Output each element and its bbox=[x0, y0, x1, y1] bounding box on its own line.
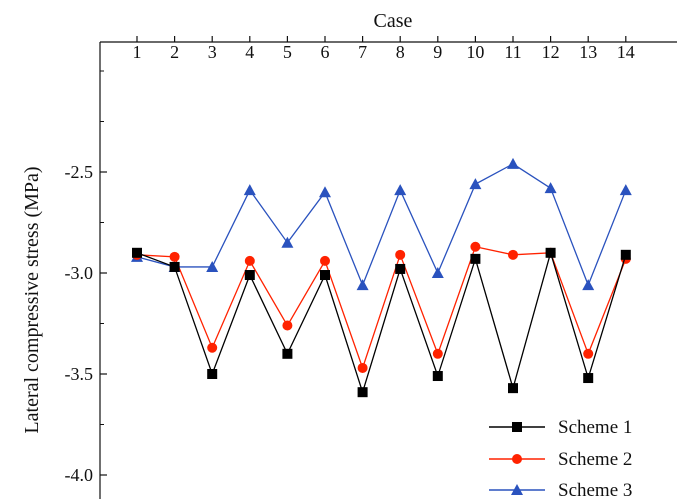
data-point bbox=[432, 348, 443, 359]
x-tick-label: 3 bbox=[208, 42, 217, 62]
x-tick-label: 11 bbox=[504, 42, 521, 62]
data-point bbox=[507, 157, 519, 169]
data-point bbox=[508, 383, 518, 394]
y-axis-title: Lateral compressive stress (MPa) bbox=[21, 166, 43, 433]
x-tick-label: 8 bbox=[396, 42, 405, 62]
y-tick-label: -4.0 bbox=[65, 465, 94, 485]
data-point bbox=[394, 184, 407, 196]
data-point bbox=[207, 342, 218, 353]
series-scheme-2 bbox=[132, 241, 631, 373]
data-point bbox=[544, 182, 557, 194]
y-tick-label: -2.5 bbox=[65, 162, 94, 182]
data-point bbox=[132, 247, 142, 258]
legend-label-scheme-2: Scheme 2 bbox=[558, 449, 632, 470]
series-line-scheme-3 bbox=[136, 163, 627, 287]
data-point bbox=[357, 362, 368, 373]
x-tick-label: 6 bbox=[321, 42, 330, 62]
data-point bbox=[357, 387, 368, 398]
data-point bbox=[243, 184, 256, 196]
data-point bbox=[281, 236, 294, 248]
y-axis-ticks: -4.0 -3.5 -3.0 -2.5 bbox=[65, 70, 107, 485]
legend-marker-scheme-2 bbox=[512, 454, 522, 464]
x-tick-label: 2 bbox=[170, 42, 179, 62]
data-point bbox=[320, 255, 330, 266]
series-scheme-1 bbox=[132, 247, 631, 398]
legend-entry-scheme-3: Scheme 3 bbox=[489, 480, 632, 499]
data-point bbox=[469, 178, 482, 190]
data-point bbox=[206, 260, 219, 272]
axes bbox=[99, 41, 677, 499]
series-line-scheme-2 bbox=[136, 245, 627, 370]
data-point bbox=[432, 371, 443, 382]
data-point bbox=[583, 373, 594, 384]
x-axis-title: Case bbox=[374, 10, 413, 32]
x-tick-label: 5 bbox=[283, 42, 292, 62]
data-point bbox=[431, 267, 444, 278]
data-point bbox=[169, 251, 180, 262]
data-point bbox=[619, 184, 632, 196]
data-point bbox=[282, 348, 293, 359]
x-tick-label: 9 bbox=[433, 42, 442, 62]
x-tick-label: 13 bbox=[579, 42, 597, 62]
x-axis-ticks: 1 2 3 4 5 6 7 8 9 10 11 12 13 14 bbox=[133, 36, 635, 62]
legend-marker-scheme-1 bbox=[512, 422, 522, 432]
data-point bbox=[620, 249, 631, 260]
data-point bbox=[470, 241, 481, 252]
data-point bbox=[582, 279, 595, 291]
data-point bbox=[282, 320, 293, 331]
x-tick-label: 14 bbox=[617, 42, 635, 62]
legend-marker-scheme-3 bbox=[511, 484, 523, 495]
legend: Scheme 1 Scheme 2 Scheme 3 bbox=[489, 417, 632, 499]
series-line-scheme-1 bbox=[136, 250, 627, 395]
data-point bbox=[356, 279, 369, 291]
x-tick-label: 1 bbox=[133, 42, 142, 62]
data-point bbox=[207, 369, 218, 379]
data-point bbox=[395, 263, 406, 274]
y-tick-label: -3.0 bbox=[65, 263, 94, 283]
data-point bbox=[244, 255, 255, 266]
series-layer bbox=[131, 157, 632, 398]
data-point bbox=[395, 249, 406, 260]
x-tick-label: 12 bbox=[542, 42, 560, 62]
data-point bbox=[545, 247, 556, 258]
legend-entry-scheme-1: Scheme 1 bbox=[489, 417, 632, 438]
x-tick-label: 4 bbox=[245, 42, 254, 62]
data-point bbox=[320, 270, 330, 281]
legend-label-scheme-3: Scheme 3 bbox=[558, 480, 632, 499]
y-tick-label: -3.5 bbox=[65, 364, 94, 384]
x-tick-label: 10 bbox=[466, 42, 484, 62]
data-point bbox=[470, 253, 481, 264]
legend-label-scheme-1: Scheme 1 bbox=[558, 417, 632, 438]
data-point bbox=[244, 270, 255, 281]
x-tick-label: 7 bbox=[358, 42, 367, 62]
data-point bbox=[583, 348, 594, 359]
data-point bbox=[169, 261, 180, 272]
data-point bbox=[319, 186, 331, 198]
legend-entry-scheme-2: Scheme 2 bbox=[489, 449, 632, 470]
data-point bbox=[508, 249, 518, 260]
